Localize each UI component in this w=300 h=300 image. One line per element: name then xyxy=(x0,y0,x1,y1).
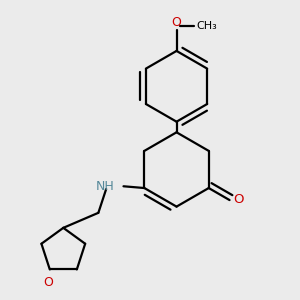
Text: O: O xyxy=(233,193,244,206)
Text: O: O xyxy=(172,16,182,29)
Text: CH₃: CH₃ xyxy=(196,21,217,31)
Text: NH: NH xyxy=(95,180,114,193)
Text: O: O xyxy=(43,276,53,289)
